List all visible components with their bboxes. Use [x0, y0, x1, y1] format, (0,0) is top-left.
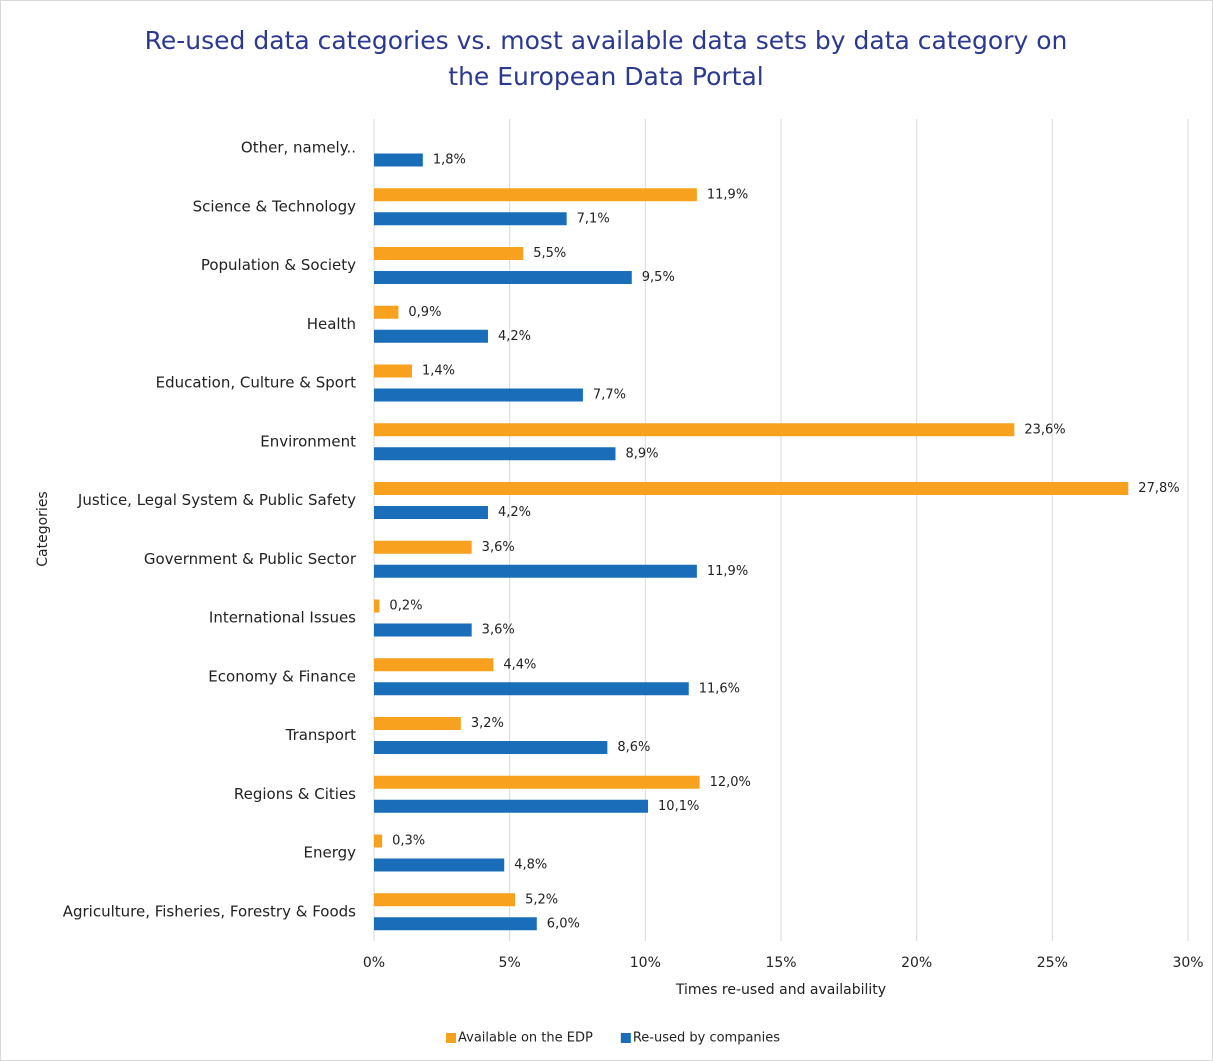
bar: [374, 188, 697, 202]
y-tick-label: Regions & Cities: [234, 785, 356, 803]
data-label: 23,6%: [1024, 422, 1065, 437]
data-label: 0,2%: [389, 599, 422, 614]
bar: [374, 364, 412, 378]
bar: [374, 623, 472, 637]
bar: [374, 423, 1015, 437]
data-label: 4,4%: [503, 657, 536, 672]
x-tick-label: 25%: [1037, 955, 1068, 971]
bar: [374, 329, 488, 343]
data-label: 11,6%: [699, 681, 740, 696]
y-axis-title: Categories: [35, 491, 51, 566]
y-tick-label: Health: [307, 315, 356, 333]
y-tick-label: Population & Society: [201, 256, 356, 274]
bar: [374, 917, 537, 931]
bar: [374, 893, 516, 907]
bar: [374, 153, 423, 167]
bar: [374, 212, 567, 226]
y-tick-label: Science & Technology: [193, 197, 357, 215]
bar: [374, 858, 505, 872]
data-label: 7,1%: [577, 211, 610, 226]
data-label: 10,1%: [658, 799, 699, 814]
data-label: 8,6%: [617, 740, 650, 755]
x-tick-label: 5%: [499, 955, 521, 971]
x-tick-label: 20%: [901, 955, 932, 971]
y-tick-label: Government & Public Sector: [144, 550, 357, 568]
x-tick-label: 15%: [765, 955, 796, 971]
legend-label: Available on the EDP: [458, 1031, 593, 1046]
data-label: 9,5%: [642, 270, 675, 285]
data-label: 4,2%: [498, 505, 531, 520]
data-label: 1,8%: [433, 153, 466, 168]
data-label: 1,4%: [422, 364, 455, 379]
bar: [374, 247, 524, 260]
legend-swatch: [446, 1033, 456, 1043]
y-tick-label: Other, namely..: [241, 139, 356, 157]
data-label: 7,7%: [593, 388, 626, 403]
x-axis-title: Times re-used and availability: [675, 982, 886, 998]
data-label: 6,0%: [547, 916, 580, 931]
x-tick-label: 10%: [630, 955, 661, 971]
bar: [374, 540, 472, 554]
data-label: 11,9%: [707, 187, 748, 202]
legend-swatch: [620, 1033, 631, 1043]
y-tick-label: Energy: [303, 844, 356, 862]
data-label: 11,9%: [707, 564, 748, 579]
bar: [374, 506, 488, 519]
bar: [374, 482, 1129, 495]
legend-label: Re-used by companies: [633, 1031, 780, 1046]
bar: [374, 799, 649, 813]
data-label: 3,6%: [482, 623, 515, 638]
y-tick-label: International Issues: [209, 609, 356, 627]
data-label: 5,5%: [533, 246, 566, 261]
chart-title: Re-used data categories vs. most availab…: [144, 26, 1068, 91]
y-tick-label: Environment: [260, 432, 356, 450]
bar: [374, 564, 697, 578]
y-tick-label: Transport: [285, 726, 357, 744]
data-label: 3,2%: [471, 716, 504, 731]
bar: [374, 834, 383, 848]
data-label: 5,2%: [525, 892, 558, 907]
bar: [374, 717, 461, 730]
data-label: 0,9%: [408, 305, 441, 320]
bar: [374, 682, 689, 696]
bar: [374, 775, 700, 789]
bar: [374, 658, 494, 672]
data-label: 4,2%: [498, 329, 531, 344]
bar: [374, 271, 632, 284]
data-label: 12,0%: [710, 775, 751, 790]
y-tick-label: Economy & Finance: [208, 667, 356, 685]
data-label: 4,8%: [514, 858, 547, 873]
y-tick-label: Education, Culture & Sport: [156, 374, 356, 392]
data-label: 8,9%: [625, 446, 658, 461]
bar: [374, 305, 399, 319]
y-tick-label: Agriculture, Fisheries, Forestry & Foods: [63, 902, 356, 920]
bar: [374, 599, 380, 613]
y-tick-label: Justice, Legal System & Public Safety: [77, 491, 356, 509]
bar: [374, 741, 608, 754]
data-label: 27,8%: [1138, 481, 1179, 496]
data-label: 3,6%: [482, 540, 515, 555]
bar: [374, 388, 583, 402]
x-tick-label: 0%: [363, 955, 385, 971]
bar: [374, 447, 616, 461]
x-tick-label: 30%: [1172, 955, 1203, 971]
data-label: 0,3%: [392, 834, 425, 849]
